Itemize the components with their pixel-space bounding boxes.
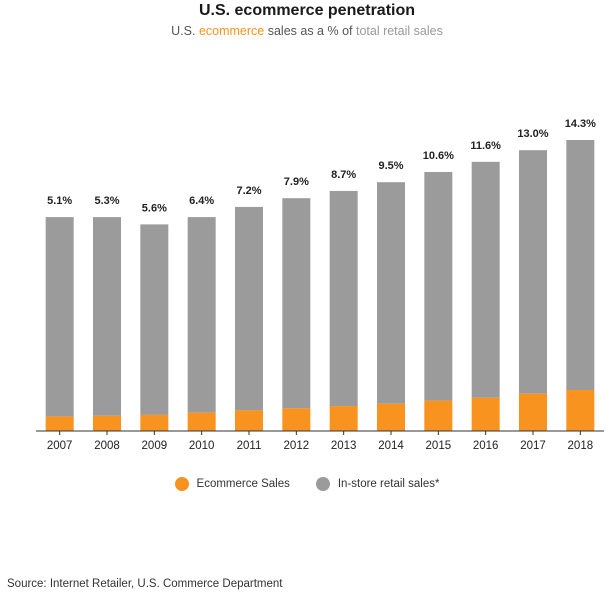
bar-instore-2013 [329,190,358,407]
bar-instore-2011 [235,206,263,411]
bar-ecommerce-2015 [424,400,453,431]
bar-instore-2012 [282,198,311,409]
bar-instore-2014 [377,182,405,404]
x-tick-label-2007: 2007 [47,440,73,452]
bar-ecommerce-2011 [235,410,263,431]
bar-instore-2008 [93,217,121,416]
bar-ecommerce-2010 [187,412,216,431]
stacked-bar-chart: 5.1% 2007 5.3% 2008 5.6% 2009 6.4% 2010 7.2% 2011… [36,118,604,452]
x-tick-label-2013: 2013 [331,440,357,452]
x-tick-label-2012: 2012 [284,440,310,452]
subtitle-ecommerce: ecommerce [198,24,265,38]
x-tick-label-2014: 2014 [378,440,404,452]
legend-item-instore[interactable]: In-store retail sales* [315,477,440,491]
data-label-2011: 7.2% [236,185,261,197]
subtitle-part: U.S. [171,24,199,38]
bar-ecommerce-2014 [377,403,405,431]
data-label-2015: 10.6% [423,150,454,162]
chart-subtitle: U.S. ecommerce sales as a % of total ret… [0,24,614,38]
data-label-2014: 9.5% [378,160,403,172]
x-tick-label-2010: 2010 [189,440,215,452]
data-label-2017: 13.0% [517,128,548,140]
source-note: Source: Internet Retailer, U.S. Commerce… [7,578,283,590]
bar-ecommerce-2008 [93,415,121,431]
bar-ecommerce-2012 [282,408,311,431]
legend-label-ecommerce: Ecommerce Sales [196,478,290,490]
bar-instore-2015 [424,172,453,401]
legend-label-instore: In-store retail sales* [337,478,440,490]
bar-ecommerce-2009 [140,414,169,431]
data-label-2010: 6.4% [189,195,214,207]
x-tick-label-2017: 2017 [520,440,546,452]
data-label-2007: 5.1% [47,195,72,207]
bar-instore-2010 [187,217,216,413]
x-tick-label-2011: 2011 [237,440,262,452]
bar-ecommerce-2016 [471,397,500,431]
data-label-2018: 14.3% [565,118,596,130]
bar-ecommerce-2007 [45,416,74,431]
data-label-2009: 5.6% [142,202,167,214]
x-tick-label-2018: 2018 [568,440,594,452]
bar-instore-2018 [566,140,595,390]
bar-instore-2017 [519,150,547,394]
legend-swatch-ecommerce [174,477,189,491]
data-label-2012: 7.9% [284,176,309,188]
data-label-2008: 5.3% [94,195,119,207]
x-tick-label-2016: 2016 [473,440,499,452]
bar-instore-2016 [471,161,500,398]
bar-ecommerce-2013 [329,406,358,431]
data-label-2016: 11.6% [470,140,501,152]
data-label-2013: 8.7% [331,169,356,181]
bar-instore-2007 [45,217,74,417]
bar-instore-2009 [140,224,169,415]
subtitle-total-retail: total retail sales [355,24,443,38]
x-tick-label-2008: 2008 [94,440,120,452]
legend: Ecommerce Sales In-store retail sales* [0,477,614,491]
legend-item-ecommerce[interactable]: Ecommerce Sales [174,477,290,491]
chart-title: U.S. ecommerce penetration [198,2,416,19]
bar-ecommerce-2017 [519,393,547,431]
x-tick-label-2015: 2015 [426,440,452,452]
x-tick-label-2009: 2009 [142,440,168,452]
legend-swatch-instore [315,477,330,491]
subtitle-part: sales as a % of [264,24,356,38]
bar-ecommerce-2018 [566,390,595,431]
